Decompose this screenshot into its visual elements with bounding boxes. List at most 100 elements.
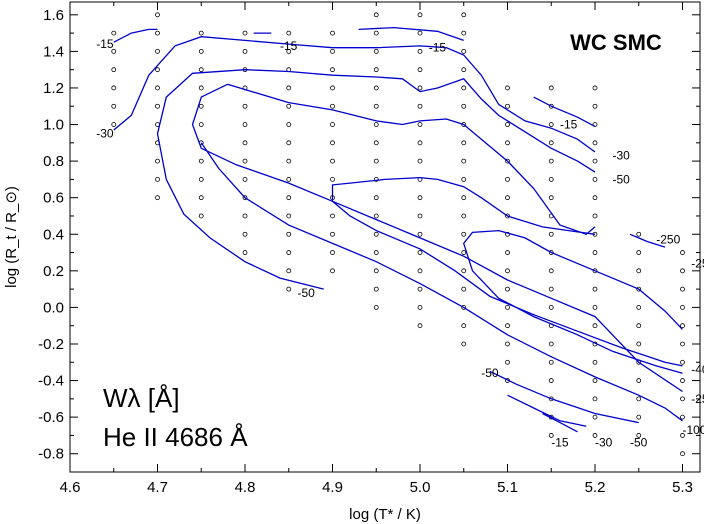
contour-label: -50 xyxy=(481,366,499,380)
contour-label: -50 xyxy=(298,286,316,300)
grid-point xyxy=(636,396,642,402)
chart-title: WC SMC xyxy=(570,30,662,55)
grid-point xyxy=(417,12,423,18)
grid-point xyxy=(155,67,160,73)
grid-point xyxy=(286,268,292,274)
grid-point xyxy=(286,48,292,54)
grid-point xyxy=(636,433,642,438)
grid-point xyxy=(286,231,292,237)
contour-line xyxy=(227,83,596,236)
grid-point xyxy=(548,195,554,201)
grid-point xyxy=(242,140,248,146)
grid-point xyxy=(505,103,510,109)
grid-point xyxy=(461,250,467,255)
grid-point xyxy=(636,286,642,292)
grid-point xyxy=(505,195,510,201)
contour-line xyxy=(507,394,587,427)
y-tick-label: 0.4 xyxy=(43,226,64,243)
grid-point xyxy=(548,433,554,438)
grid-point xyxy=(330,213,335,219)
grid-points-layer xyxy=(111,12,685,457)
y-tick-label: 0.0 xyxy=(43,299,64,316)
contour-lines-layer xyxy=(113,26,683,433)
grid-point xyxy=(680,433,685,438)
grid-point xyxy=(242,122,248,127)
y-tick-label: -0.2 xyxy=(38,336,64,353)
grid-point xyxy=(505,122,510,127)
plot-frame xyxy=(69,1,701,473)
grid-point xyxy=(505,359,510,365)
y-tick-label: 1.2 xyxy=(43,80,64,97)
grid-point xyxy=(548,103,554,109)
grid-point xyxy=(198,48,204,54)
x-axis-label: log (T* / K) xyxy=(349,506,421,523)
grid-point xyxy=(198,122,204,127)
grid-point xyxy=(592,250,598,255)
grid-point xyxy=(461,140,467,146)
grid-point xyxy=(636,323,642,329)
grid-point xyxy=(417,67,423,73)
grid-point xyxy=(155,48,160,54)
grid-point xyxy=(680,414,685,420)
grid-point xyxy=(198,30,204,36)
contour-line xyxy=(331,176,683,367)
grid-point xyxy=(373,140,379,146)
grid-point xyxy=(680,341,685,347)
grid-point xyxy=(505,286,510,292)
grid-point xyxy=(548,341,554,347)
contour-label: -100 xyxy=(683,423,704,437)
contour-label: -50 xyxy=(613,172,631,186)
contour-label: -15 xyxy=(280,39,298,53)
grid-point xyxy=(461,158,467,164)
annotation-line-1: Wλ [Å] xyxy=(103,383,180,413)
contour-label: -30 xyxy=(613,149,631,163)
grid-point xyxy=(242,48,248,54)
grid-point xyxy=(373,85,379,91)
grid-point xyxy=(330,231,335,237)
contour-label: -15 xyxy=(429,41,447,55)
grid-point xyxy=(155,195,160,201)
grid-point xyxy=(680,286,685,292)
contour-label: -15 xyxy=(96,37,114,51)
grid-point xyxy=(417,195,423,201)
grid-point xyxy=(242,176,248,182)
grid-point xyxy=(155,103,160,109)
grid-point xyxy=(548,250,554,255)
grid-point xyxy=(636,305,642,310)
y-tick-label: 0.8 xyxy=(43,153,64,170)
x-tick-label: 5.1 xyxy=(497,479,518,496)
y-tick-label: 1.6 xyxy=(43,7,64,24)
contour-line xyxy=(200,142,683,422)
contour-line xyxy=(462,229,683,374)
grid-point xyxy=(680,378,685,383)
grid-point xyxy=(680,268,685,274)
grid-point xyxy=(592,158,598,164)
grid-point xyxy=(330,140,335,146)
grid-point xyxy=(417,231,423,237)
grid-point xyxy=(636,341,642,347)
grid-point xyxy=(330,67,335,73)
x-tick-label: 4.9 xyxy=(322,479,343,496)
y-tick-label: 1.4 xyxy=(43,43,64,60)
grid-point xyxy=(111,103,117,109)
grid-point xyxy=(198,213,204,219)
y-tick-label: 0.6 xyxy=(43,190,64,207)
grid-point xyxy=(373,231,379,237)
grid-point xyxy=(461,286,467,292)
grid-point xyxy=(242,103,248,109)
grid-point xyxy=(461,213,467,219)
grid-point xyxy=(242,30,248,36)
grid-point xyxy=(505,85,510,91)
contour-line xyxy=(533,96,596,127)
grid-point xyxy=(548,268,554,274)
contour-label: -15 xyxy=(551,436,569,450)
grid-point xyxy=(155,176,160,182)
grid-point xyxy=(242,213,248,219)
grid-point xyxy=(155,85,160,91)
grid-point xyxy=(548,286,554,292)
contour-label: -15 xyxy=(560,118,578,132)
grid-point xyxy=(198,67,204,73)
grid-point xyxy=(680,323,685,329)
grid-point xyxy=(155,30,160,36)
